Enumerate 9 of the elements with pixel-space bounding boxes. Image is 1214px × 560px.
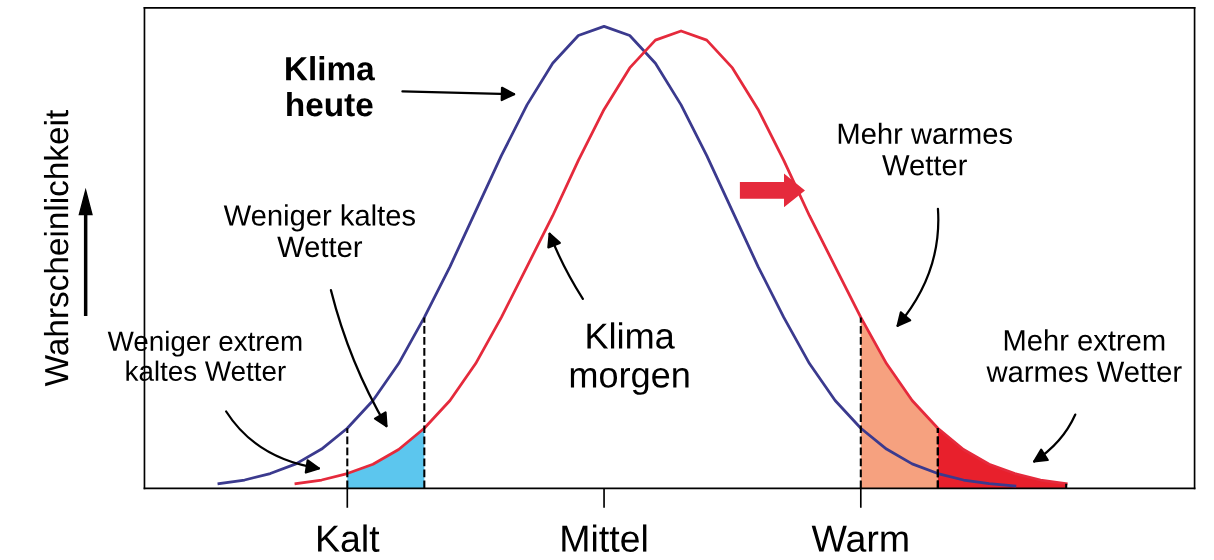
annotation: Weniger kaltes Wetter	[223, 204, 415, 258]
x-tick-label: Warm	[811, 525, 908, 552]
annotation: Klima morgen	[570, 322, 689, 395]
x-tick-label: Kalt	[318, 524, 380, 552]
annotation: Klima heute	[286, 56, 375, 117]
y-axis-title: Wahrscheinlichkeit	[43, 110, 69, 387]
x-tick-label: Mittel	[562, 524, 647, 552]
annotation: Mehr extrem warmes Wetter	[986, 329, 1182, 383]
annotation: Mehr warmes Wetter	[838, 122, 1012, 176]
